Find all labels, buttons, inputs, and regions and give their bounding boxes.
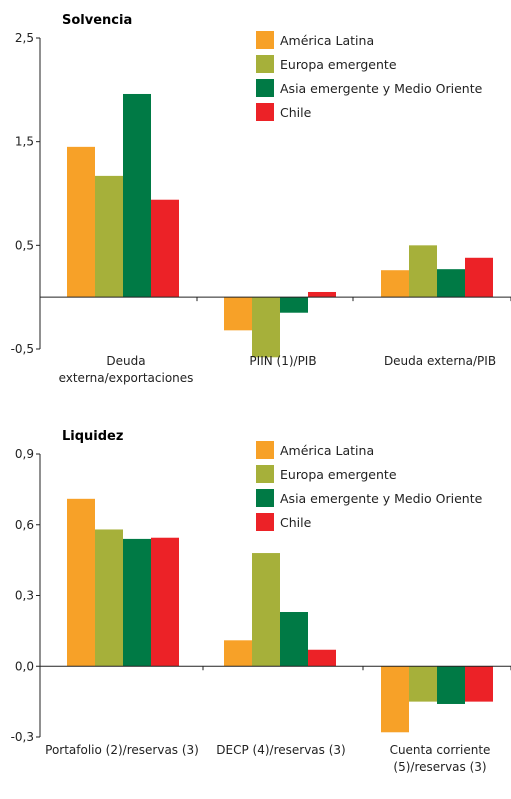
y-tick-label: -0,5 xyxy=(11,342,34,356)
bar-3-europa-emergente xyxy=(409,666,437,702)
bar-2-asia-emergente-y-medio-oriente xyxy=(280,612,308,667)
category-label: PIIN (1)/PIB xyxy=(249,354,316,368)
y-tick-label: -0,3 xyxy=(11,730,34,744)
category-label: Portafolio (2)/reservas (3) xyxy=(45,743,199,757)
legend-label: América Latina xyxy=(280,443,374,458)
bar-1-asia-emergente-y-medio-oriente xyxy=(123,538,151,667)
y-tick-label: 0,3 xyxy=(15,589,34,603)
bar-3-chile xyxy=(465,257,493,298)
category-label: Deuda externa/exportaciones xyxy=(59,354,194,385)
bar-1-américa-latina xyxy=(67,146,95,298)
category-label: Deuda externa/PIB xyxy=(384,354,496,368)
bar-2-chile xyxy=(308,649,336,667)
legend-label: Chile xyxy=(280,515,312,530)
y-tick-label: 0,0 xyxy=(15,659,34,673)
bar-3-asia-emergente-y-medio-oriente xyxy=(437,666,465,704)
chart-title: Liquidez xyxy=(62,429,123,444)
category-label-line: Deuda externa/PIB xyxy=(384,354,496,368)
legend-label: Asia emergente y Medio Oriente xyxy=(280,81,483,96)
y-tick-label: 0,9 xyxy=(15,447,34,461)
legend-label: Chile xyxy=(280,105,312,120)
bar-2-chile xyxy=(308,291,336,298)
category-label: DECP (4)/reservas (3) xyxy=(216,743,345,757)
category-label-line: PIIN (1)/PIB xyxy=(249,354,316,368)
bar-2-europa-emergente xyxy=(252,553,280,667)
category-label-line: Deuda xyxy=(106,354,145,368)
legend-label: América Latina xyxy=(280,33,374,48)
bar-3-américa-latina xyxy=(381,666,409,733)
category-label-line: DECP (4)/reservas (3) xyxy=(216,743,345,757)
legend-label: Asia emergente y Medio Oriente xyxy=(280,491,483,506)
y-tick-label: 1,5 xyxy=(15,135,34,149)
bar-1-américa-latina xyxy=(67,498,95,667)
category-label-line: Portafolio (2)/reservas (3) xyxy=(45,743,199,757)
bar-1-asia-emergente-y-medio-oriente xyxy=(123,93,151,298)
legend-swatch xyxy=(256,441,274,459)
legend-label: Europa emergente xyxy=(280,57,397,72)
legend-swatch xyxy=(256,103,274,121)
chart-title: Solvencia xyxy=(62,13,132,28)
legend-swatch xyxy=(256,513,274,531)
bar-1-chile xyxy=(151,537,179,667)
chart-panel-2: Liquidez -0,3 0,0 0,3 0,6 0,9 Portafolio (2)/r… xyxy=(11,429,511,774)
bar-2-europa-emergente xyxy=(252,297,280,358)
legend-swatch xyxy=(256,465,274,483)
category-label-line: externa/exportaciones xyxy=(59,371,194,385)
bar-3-europa-emergente xyxy=(409,245,437,298)
category-label-line: Cuenta corriente xyxy=(390,743,491,757)
category-label-line: (5)/reservas (3) xyxy=(393,760,486,774)
bar-2-américa-latina xyxy=(224,640,252,667)
bar-1-europa-emergente xyxy=(95,175,123,298)
bar-1-chile xyxy=(151,199,179,298)
legend-swatch xyxy=(256,79,274,97)
legend-swatch xyxy=(256,489,274,507)
chart-panel-1: Solvencia -0,5 0,5 1,5 2,5 Deuda externa/expor… xyxy=(11,13,511,385)
category-label: Cuenta corriente (5)/reservas (3) xyxy=(390,743,491,774)
legend-swatch xyxy=(256,31,274,49)
bar-3-chile xyxy=(465,666,493,702)
legend-swatch xyxy=(256,55,274,73)
legend-label: Europa emergente xyxy=(280,467,397,482)
bar-3-asia-emergente-y-medio-oriente xyxy=(437,269,465,298)
bar-1-europa-emergente xyxy=(95,529,123,667)
bar-2-américa-latina xyxy=(224,297,252,331)
bar-2-asia-emergente-y-medio-oriente xyxy=(280,297,308,313)
y-tick-label: 2,5 xyxy=(15,31,34,45)
y-tick-label: 0,6 xyxy=(15,518,34,532)
bar-3-américa-latina xyxy=(381,270,409,298)
y-tick-label: 0,5 xyxy=(15,238,34,252)
